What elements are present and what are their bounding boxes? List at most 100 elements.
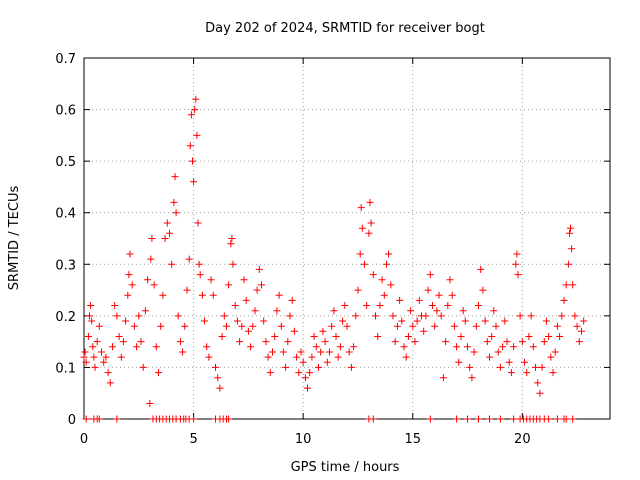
data-point xyxy=(227,240,235,248)
data-point xyxy=(155,369,162,377)
data-point xyxy=(195,260,203,268)
data-point xyxy=(310,333,318,340)
data-point xyxy=(494,348,502,356)
data-point xyxy=(304,384,311,392)
data-point xyxy=(472,322,480,330)
data-point xyxy=(282,363,290,371)
data-point xyxy=(286,312,294,320)
data-point xyxy=(181,322,189,330)
data-point xyxy=(223,322,230,330)
data-point xyxy=(277,322,285,330)
data-point xyxy=(301,374,309,382)
data-point xyxy=(477,265,485,273)
data-point xyxy=(262,338,270,346)
data-point xyxy=(514,271,522,279)
data-point xyxy=(534,379,542,387)
zero-data-point xyxy=(225,415,233,423)
data-point xyxy=(372,312,379,320)
data-point xyxy=(545,333,553,340)
data-point xyxy=(573,322,581,330)
data-point xyxy=(415,296,423,304)
data-point xyxy=(424,286,432,294)
data-point xyxy=(380,291,388,299)
data-point xyxy=(435,291,443,299)
data-point xyxy=(93,338,101,346)
data-point xyxy=(174,312,182,320)
data-point xyxy=(404,333,412,340)
data-point xyxy=(354,286,362,294)
data-point xyxy=(385,250,393,258)
axis-ticks xyxy=(83,57,610,420)
data-point xyxy=(538,363,546,371)
zero-data-point xyxy=(562,415,570,423)
data-point xyxy=(393,322,401,330)
data-point xyxy=(549,369,557,377)
zero-data-point xyxy=(475,415,482,423)
data-points xyxy=(80,95,588,423)
data-point xyxy=(317,348,325,356)
data-point xyxy=(540,338,548,346)
data-point xyxy=(249,322,257,330)
data-point xyxy=(510,343,518,351)
data-point xyxy=(457,333,465,340)
data-point xyxy=(459,307,467,315)
zero-data-point xyxy=(190,415,198,423)
data-point xyxy=(367,219,375,227)
x-tick-label: 20 xyxy=(514,432,531,447)
data-point xyxy=(275,291,283,299)
data-point xyxy=(363,302,371,309)
data-point xyxy=(150,281,158,289)
data-point xyxy=(308,353,316,361)
data-point xyxy=(126,250,134,258)
data-point xyxy=(568,245,576,253)
data-point xyxy=(264,353,272,361)
data-point xyxy=(218,333,226,340)
data-point xyxy=(422,312,430,320)
data-point xyxy=(269,348,276,356)
data-point xyxy=(260,317,268,325)
zero-data-point xyxy=(426,415,434,423)
zero-data-point xyxy=(453,415,461,423)
data-point xyxy=(350,343,358,351)
data-point xyxy=(220,312,228,320)
data-point xyxy=(179,348,187,356)
data-point xyxy=(133,343,141,351)
data-point xyxy=(251,307,259,315)
data-point xyxy=(90,353,98,361)
data-point xyxy=(209,291,217,299)
data-point xyxy=(512,260,520,268)
data-point xyxy=(347,363,355,371)
data-point xyxy=(529,343,537,351)
data-point xyxy=(266,369,274,377)
data-point xyxy=(358,224,366,232)
data-point xyxy=(409,322,417,330)
data-point xyxy=(343,322,351,330)
data-point xyxy=(196,271,204,279)
data-point xyxy=(236,338,244,346)
data-point xyxy=(439,374,447,382)
data-point xyxy=(481,317,489,325)
data-point xyxy=(161,235,169,242)
data-point xyxy=(578,327,585,335)
data-point xyxy=(536,389,544,397)
data-point xyxy=(205,353,213,361)
data-point xyxy=(166,229,173,237)
data-point xyxy=(117,353,125,361)
data-point xyxy=(575,338,583,346)
y-tick-label: 0.2 xyxy=(55,310,76,325)
data-point xyxy=(293,353,301,361)
data-point xyxy=(365,229,373,237)
data-point xyxy=(562,281,570,289)
data-point xyxy=(334,353,342,361)
data-point xyxy=(141,307,149,315)
data-point xyxy=(507,369,515,377)
data-point xyxy=(369,271,377,279)
data-point xyxy=(433,307,441,315)
data-point xyxy=(383,260,390,268)
data-point xyxy=(389,312,397,320)
data-point xyxy=(284,338,292,346)
data-point xyxy=(470,348,478,356)
y-tick-label: 0.6 xyxy=(55,104,76,119)
data-point xyxy=(191,106,199,114)
zero-data-point xyxy=(569,415,577,423)
